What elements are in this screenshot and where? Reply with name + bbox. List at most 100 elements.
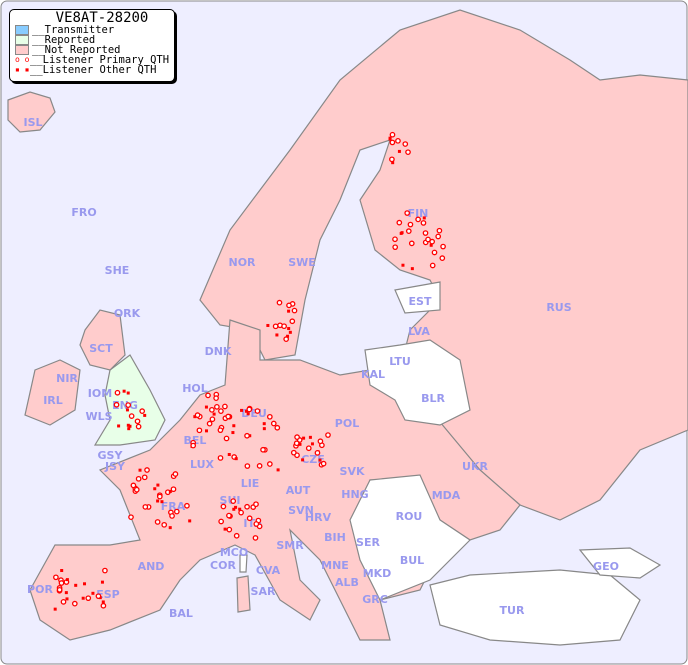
listener-primary-marker: [244, 463, 251, 469]
swatch-icon: [15, 45, 29, 55]
listener-other-marker: [168, 526, 172, 530]
listener-primary-marker: [405, 228, 412, 235]
listener-primary-marker: [233, 532, 240, 539]
country-label-lux: LUX: [190, 458, 215, 471]
listener-primary-marker: [161, 521, 168, 528]
country-label-cor: COR: [210, 559, 236, 572]
listener-primary-marker: [253, 501, 259, 508]
listener-primary-marker: [226, 526, 233, 533]
listener-other-marker: [126, 423, 130, 427]
listener-other-marker: [81, 596, 85, 600]
listener-primary-marker: [196, 427, 203, 434]
listener-primary-marker: [276, 299, 283, 306]
open-circle-icon: o o: [15, 55, 30, 64]
country-label-geo: GEO: [593, 560, 619, 573]
country-label-sct: SCT: [89, 342, 113, 355]
listener-primary-marker: [320, 460, 327, 467]
listener-primary-marker: [142, 504, 149, 510]
country-label-fra: FRA: [161, 500, 186, 513]
listener-primary-marker: [222, 403, 228, 410]
listener-other-marker: [65, 597, 69, 601]
listener-primary-marker: [272, 323, 279, 330]
listener-other-marker: [127, 427, 131, 431]
listener-primary-marker: [392, 244, 399, 251]
listener-primary-marker: [325, 432, 331, 438]
listener-primary-marker: [238, 509, 244, 516]
listener-primary-marker: [218, 518, 225, 525]
listener-primary-marker: [225, 413, 232, 420]
legend-not-reported: __Not Reported: [10, 45, 174, 55]
country-irl: [24, 359, 81, 426]
listener-other-marker: [400, 231, 404, 235]
listener-primary-marker: [156, 493, 163, 500]
listener-other-marker: [65, 578, 69, 582]
listener-other-marker: [231, 431, 235, 435]
listener-other-marker: [204, 405, 208, 409]
listener-primary-marker: [214, 403, 220, 410]
country-label-esp: ESP: [96, 588, 120, 601]
listener-primary-marker: [223, 435, 230, 442]
listener-primary-marker: [173, 508, 180, 515]
listener-primary-marker: [440, 243, 446, 250]
listener-primary-marker: [256, 463, 263, 469]
listener-primary-marker: [172, 471, 179, 477]
listener-primary-marker: [113, 401, 120, 408]
country-label-ork: ORK: [114, 307, 141, 320]
country-label-smr: SMR: [276, 539, 304, 552]
swatch-icon: [15, 35, 29, 45]
listener-primary-marker: [389, 139, 396, 146]
country-label-kal: KAL: [361, 368, 385, 381]
listener-primary-marker: [217, 455, 224, 461]
country-label-gsy: GSY: [98, 449, 124, 462]
listener-primary-marker: [58, 580, 65, 586]
listener-primary-marker: [294, 434, 300, 440]
listener-other-marker: [286, 334, 290, 338]
country-label-pol: POL: [335, 417, 359, 430]
listener-other-marker: [156, 483, 160, 487]
country-geo: [578, 547, 662, 579]
listener-other-marker: [227, 452, 231, 456]
country-label-tur: TUR: [500, 604, 525, 617]
listener-primary-marker: [260, 446, 266, 453]
country-label-dnk: DNK: [205, 345, 232, 358]
country-label-hol: HOL: [182, 382, 208, 395]
country-cor: [239, 554, 248, 573]
listener-other-marker: [143, 413, 147, 417]
country-label-mco: MCO: [220, 546, 248, 559]
listener-other-marker: [240, 408, 244, 412]
listener-primary-marker: [100, 602, 107, 609]
listener-other-marker: [126, 391, 130, 395]
listener-primary-marker: [317, 438, 324, 445]
listener-primary-marker: [408, 240, 415, 247]
country-label-mda: MDA: [432, 489, 461, 502]
listener-other-marker: [401, 263, 405, 267]
listener-primary-marker: [389, 131, 396, 138]
listener-primary-marker: [102, 567, 108, 574]
listener-other-marker: [302, 436, 306, 440]
listener-primary-marker: [190, 442, 197, 449]
country-label-iom: IOM: [88, 387, 112, 400]
listener-primary-marker: [429, 238, 436, 245]
listener-primary-marker: [134, 418, 141, 425]
listener-other-marker: [160, 500, 164, 504]
listener-primary-marker: [436, 227, 443, 234]
listener-primary-marker: [405, 149, 411, 156]
listener-other-marker: [100, 580, 104, 584]
listener-other-marker: [388, 137, 392, 141]
listener-primary-marker: [226, 512, 232, 519]
listener-other-marker: [232, 424, 236, 428]
listener-primary-marker: [395, 137, 401, 144]
listener-other-marker: [232, 507, 236, 511]
country-label-est: EST: [409, 295, 432, 308]
country-baltic-belarus: [364, 339, 471, 426]
listener-primary-marker: [135, 475, 142, 482]
country-label-alb: ALB: [335, 576, 359, 589]
listener-other-marker: [429, 243, 433, 247]
country-sar: [236, 575, 251, 613]
listener-other-marker: [53, 607, 57, 611]
listener-other-marker: [204, 429, 208, 433]
listener-primary-marker: [420, 220, 427, 226]
listener-primary-marker: [184, 502, 190, 509]
listener-primary-marker: [135, 423, 142, 430]
